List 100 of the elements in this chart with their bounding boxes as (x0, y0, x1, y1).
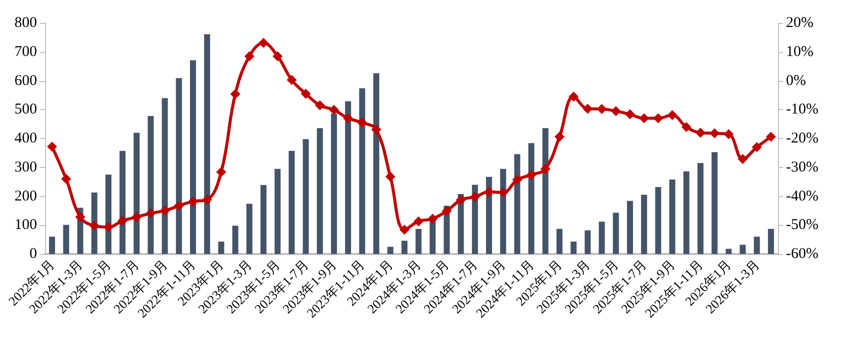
point (146, 208, 156, 218)
bar (274, 168, 281, 254)
y2-tick-label: -40% (786, 188, 818, 204)
point (188, 196, 198, 206)
point (328, 104, 339, 115)
y-tick-label: 800 (14, 15, 37, 31)
bar (401, 240, 408, 254)
point (512, 174, 522, 185)
bar (712, 152, 718, 254)
point (526, 170, 536, 180)
point (695, 128, 706, 138)
bar (330, 114, 337, 254)
y-tick-label: 700 (14, 44, 37, 60)
point (174, 200, 184, 211)
point (484, 186, 494, 197)
bar (246, 204, 252, 254)
y2-tick-label: 20% (786, 15, 814, 31)
point (653, 113, 664, 124)
point (103, 222, 114, 232)
bar (697, 163, 704, 254)
point (540, 164, 550, 174)
point (118, 216, 128, 226)
bar (754, 236, 760, 254)
point (582, 104, 593, 114)
bar (120, 150, 126, 254)
point (399, 224, 410, 235)
y-tick-label: 500 (14, 102, 37, 118)
point (272, 51, 283, 62)
point (89, 220, 100, 231)
point (710, 128, 720, 138)
bar (683, 171, 690, 254)
bar (500, 168, 506, 254)
point (596, 104, 607, 114)
bar (345, 101, 352, 254)
point (230, 89, 240, 100)
y-tick-label: 100 (14, 217, 37, 234)
y2-tick-label: -50% (786, 217, 818, 234)
bar (302, 139, 309, 254)
point (314, 100, 325, 110)
bar (373, 73, 380, 254)
point (624, 109, 635, 120)
point (216, 166, 226, 177)
point (428, 214, 438, 224)
point (202, 194, 212, 205)
bar (542, 128, 548, 254)
bar (486, 176, 492, 254)
point (286, 74, 297, 85)
point (554, 132, 565, 142)
bar (740, 244, 746, 254)
bar (416, 228, 422, 254)
y-tick-label: 0 (30, 246, 37, 262)
point (667, 110, 678, 120)
point (75, 212, 86, 222)
bar (359, 88, 366, 254)
bar (584, 230, 591, 254)
bar (232, 226, 238, 254)
y2-tick-label: 0% (786, 72, 806, 89)
point (470, 192, 480, 202)
point (47, 142, 58, 152)
bar (162, 98, 168, 254)
bar (134, 132, 140, 254)
bar (641, 194, 648, 254)
point (498, 187, 508, 198)
point (738, 154, 748, 164)
bar (204, 34, 210, 254)
point (568, 92, 579, 102)
y-tick-label: 200 (14, 188, 37, 204)
bar (387, 246, 394, 254)
y-tick-label: 600 (14, 72, 37, 89)
point (456, 195, 466, 206)
point (160, 206, 170, 216)
point (752, 142, 762, 152)
bar (528, 143, 534, 254)
point (300, 88, 311, 99)
bar (655, 187, 662, 254)
bar (105, 174, 112, 254)
point (61, 174, 72, 184)
point (639, 113, 650, 124)
bar (612, 212, 619, 254)
bar (288, 150, 295, 254)
bar (669, 180, 676, 254)
y2-tick-label: -60% (786, 246, 818, 262)
y2-tick-label: -10% (786, 102, 818, 118)
y2-tick-label: -30% (786, 159, 818, 176)
bar (556, 228, 563, 254)
point (343, 113, 354, 124)
bar (570, 242, 577, 254)
point (442, 206, 452, 216)
point (371, 124, 382, 135)
y-tick-label: 400 (14, 130, 37, 146)
bar (626, 200, 633, 254)
point (724, 129, 734, 140)
bar (316, 128, 323, 254)
point (258, 38, 268, 48)
bar (218, 242, 224, 254)
point (681, 122, 692, 132)
bar (260, 184, 266, 254)
bar (726, 248, 732, 254)
point (610, 106, 621, 116)
bar (514, 154, 520, 254)
